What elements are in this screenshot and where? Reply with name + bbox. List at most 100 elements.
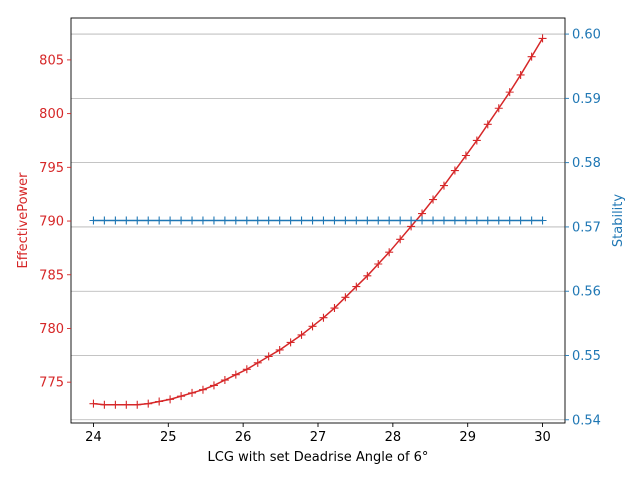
series-point-effectivepower — [341, 293, 350, 302]
series-point-stability — [341, 216, 350, 225]
x-tick-label: 25 — [160, 430, 177, 445]
series-point-stability — [439, 216, 448, 225]
series-point-effectivepower — [330, 304, 339, 313]
series-line-effectivepower — [93, 38, 544, 406]
series-point-stability — [177, 216, 186, 225]
y-right-tick-label: 0.60 — [572, 28, 601, 43]
y-axis-left-label: EffectivePower — [16, 172, 31, 269]
series-point-stability — [242, 216, 251, 225]
x-tick-label: 30 — [534, 430, 551, 445]
series-point-stability — [155, 216, 164, 225]
series-point-effectivepower — [494, 104, 503, 113]
series-point-stability — [374, 216, 383, 225]
series-point-stability — [111, 216, 120, 225]
series-point-effectivepower — [133, 400, 142, 409]
series-point-stability — [461, 216, 470, 225]
series-point-stability — [231, 216, 240, 225]
y-left-tick-label: 780 — [39, 322, 64, 337]
series-point-stability — [538, 216, 547, 225]
grid-lines — [71, 33, 565, 421]
series-point-effectivepower — [505, 88, 514, 97]
series-point-effectivepower — [374, 260, 383, 269]
series-point-effectivepower — [461, 151, 470, 160]
series-point-effectivepower — [450, 166, 459, 175]
x-tick-label: 24 — [85, 430, 102, 445]
series-point-stability — [198, 216, 207, 225]
series-point-stability — [396, 216, 405, 225]
series-point-effectivepower — [396, 235, 405, 244]
y-right-tick-label: 0.59 — [572, 92, 601, 107]
series-point-effectivepower — [363, 271, 372, 280]
series-point-effectivepower — [122, 400, 131, 409]
series-point-effectivepower — [527, 52, 536, 61]
series-point-stability — [144, 216, 153, 225]
series-point-effectivepower — [429, 195, 438, 204]
series-point-stability — [209, 216, 218, 225]
y-right-tick-label: 0.58 — [572, 156, 601, 171]
series-point-stability — [429, 216, 438, 225]
x-tick-label: 27 — [310, 430, 327, 445]
series-point-stability — [308, 216, 317, 225]
series-point-stability — [264, 216, 273, 225]
series-point-effectivepower — [385, 248, 394, 257]
y-right-tick-label: 0.54 — [572, 413, 601, 428]
series-point-stability — [166, 216, 175, 225]
y-left-tick-label: 785 — [39, 268, 64, 283]
series-point-effectivepower — [220, 376, 229, 385]
x-tick-label: 28 — [385, 430, 402, 445]
series-point-stability — [472, 216, 481, 225]
series-point-effectivepower — [188, 388, 197, 397]
y-right-tick-label: 0.57 — [572, 220, 601, 235]
series-point-effectivepower — [231, 370, 240, 379]
x-tick-label: 26 — [235, 430, 252, 445]
y-left-tick-label: 790 — [39, 215, 64, 230]
series-point-effectivepower — [516, 70, 525, 79]
y-axis-right-label: Stability — [611, 194, 626, 248]
series-point-effectivepower — [352, 282, 361, 291]
series-point-effectivepower — [166, 395, 175, 404]
series-point-stability — [494, 216, 503, 225]
series-point-stability — [527, 216, 536, 225]
series-point-stability — [418, 216, 427, 225]
series-point-effectivepower — [89, 399, 98, 408]
series-point-stability — [89, 216, 98, 225]
series-point-stability — [133, 216, 142, 225]
series-point-effectivepower — [155, 397, 164, 406]
series-point-effectivepower — [198, 385, 207, 394]
series-point-stability — [122, 216, 131, 225]
x-axis-label: LCG with set Deadrise Angle of 6° — [208, 450, 429, 465]
y-right-tick-label: 0.56 — [572, 285, 601, 300]
series-point-effectivepower — [209, 381, 218, 390]
series-point-stability — [253, 216, 262, 225]
series-point-effectivepower — [439, 181, 448, 190]
series-point-stability — [275, 216, 284, 225]
series-point-effectivepower — [286, 338, 295, 347]
series-point-stability — [505, 216, 514, 225]
series-point-effectivepower — [242, 365, 251, 374]
series-point-stability — [407, 216, 416, 225]
series-point-stability — [483, 216, 492, 225]
series-point-stability — [516, 216, 525, 225]
y-left-tick-label: 775 — [39, 376, 64, 391]
plot-series — [89, 34, 547, 409]
y-axis-left: 775 780 785 790 795 800 805 — [39, 53, 71, 391]
series-point-effectivepower — [275, 345, 284, 354]
series-point-effectivepower — [308, 322, 317, 331]
series-point-stability — [363, 216, 372, 225]
y-right-tick-label: 0.55 — [572, 349, 601, 364]
series-point-stability — [297, 216, 306, 225]
series-point-effectivepower — [144, 399, 153, 408]
y-axis-right: 0.54 0.55 0.56 0.57 0.58 0.59 0.60 — [565, 28, 601, 428]
series-point-stability — [188, 216, 197, 225]
y-left-tick-label: 800 — [39, 107, 64, 122]
series-point-effectivepower — [297, 330, 306, 339]
series-point-effectivepower — [100, 400, 109, 409]
y-left-tick-label: 795 — [39, 161, 64, 176]
series-point-effectivepower — [253, 358, 262, 367]
series-point-stability — [450, 216, 459, 225]
series-point-stability — [319, 216, 328, 225]
series-point-stability — [100, 216, 109, 225]
series-point-effectivepower — [538, 34, 547, 43]
